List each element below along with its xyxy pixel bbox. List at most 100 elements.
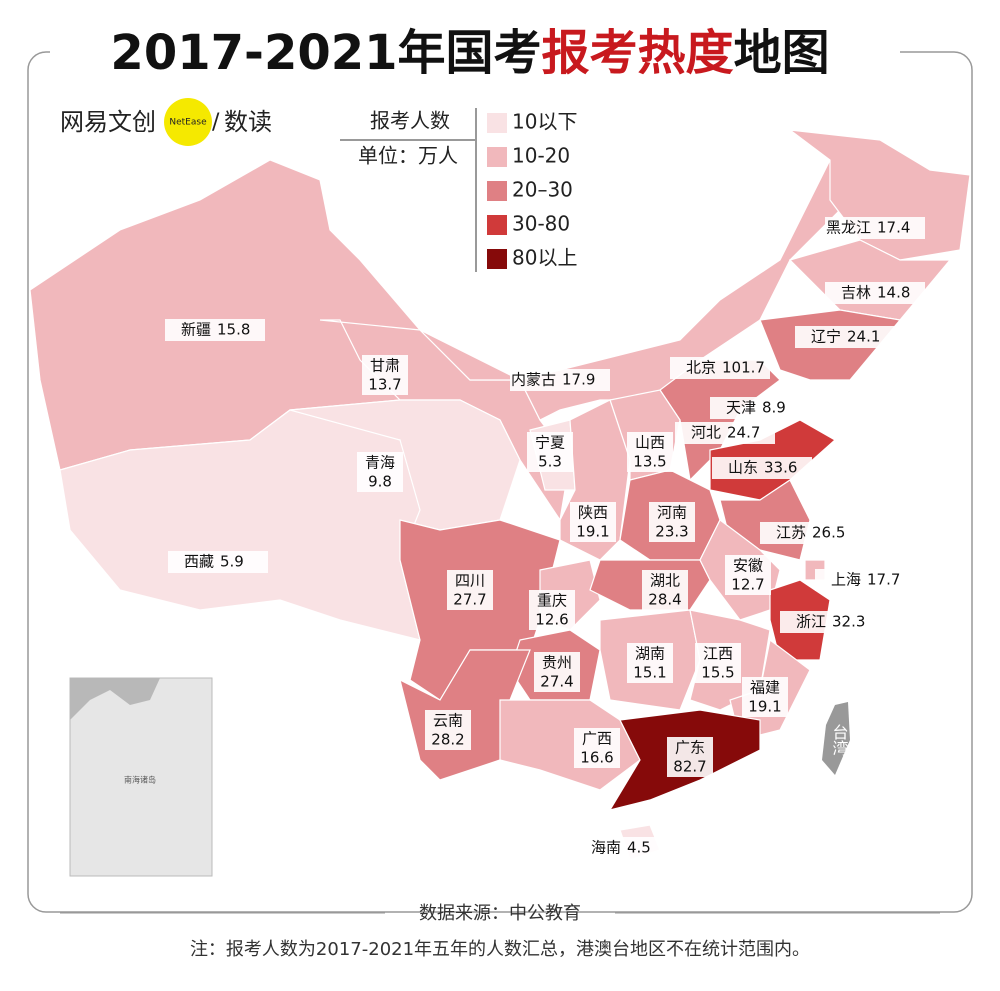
region-name: 安徽 [733, 557, 763, 575]
region-name: 辽宁 [811, 328, 841, 346]
logo-sub: 数读 [224, 108, 272, 136]
legend-swatch [487, 249, 507, 269]
region-value: 15.5 [701, 664, 734, 682]
legend-unit: 单位：万人 [358, 144, 458, 168]
legend-swatch [487, 147, 507, 167]
region-value: 82.7 [673, 758, 706, 776]
legend-label: 10以下 [512, 110, 577, 134]
region-name: 广西 [582, 730, 612, 748]
region-name: 北京 [686, 359, 716, 377]
label-bg [510, 369, 610, 391]
region-value: 24.1 [847, 328, 880, 346]
region-value: 24.7 [727, 424, 760, 442]
region-value: 12.7 [731, 576, 764, 594]
region-value: 23.3 [655, 523, 688, 541]
inset-label: 南海诸岛 [124, 775, 156, 785]
region-value: 17.9 [562, 371, 595, 389]
region-name: 上海 [831, 571, 861, 589]
label-bg [570, 502, 616, 542]
label-bg [649, 502, 695, 542]
label-bg [712, 457, 812, 479]
label-bg [627, 643, 673, 683]
legend-swatch [487, 181, 507, 201]
region-name: 湖北 [650, 572, 680, 590]
region-name: 新疆 [181, 321, 211, 339]
region-name: 陕西 [578, 504, 608, 522]
legend-label: 30-80 [512, 212, 570, 236]
region-name: 青海 [365, 454, 395, 472]
region-value: 4.5 [627, 839, 651, 857]
region-value: 17.7 [867, 571, 900, 589]
legend-swatch [487, 215, 507, 235]
region-name: 云南 [433, 712, 463, 730]
region-name: 山西 [635, 434, 665, 452]
legend-label: 80以上 [512, 246, 577, 270]
region-name: 河北 [691, 424, 721, 442]
region-value: 32.3 [832, 613, 865, 631]
region-value: 33.6 [764, 459, 797, 477]
region-value: 28.2 [431, 731, 464, 749]
region-name: 宁夏 [535, 434, 565, 452]
label-bg [362, 355, 408, 395]
region-name: 山东 [728, 459, 758, 477]
label-bg [447, 570, 493, 610]
label-bg [815, 569, 915, 591]
region-value: 19.1 [576, 523, 609, 541]
label-bg [742, 677, 788, 717]
label-bg [425, 710, 471, 750]
region-value: 17.4 [877, 219, 910, 237]
region-value: 9.8 [368, 473, 392, 491]
region-value: 19.1 [748, 698, 781, 716]
label-bg [825, 282, 925, 304]
label-bg [695, 643, 741, 683]
region-value: 13.7 [368, 376, 401, 394]
region-value: 13.5 [633, 453, 666, 471]
label-bg [675, 422, 775, 444]
region-name: 重庆 [537, 592, 567, 610]
region-value: 15.1 [633, 664, 666, 682]
taiwan-label: 台湾 [830, 724, 849, 756]
region-value: 14.8 [877, 284, 910, 302]
label-bg [710, 397, 810, 419]
legend-title: 报考人数 [370, 109, 450, 133]
note: 注：报考人数为2017-2021年五年的人数汇总，港澳台地区不在统计范围内。 [190, 939, 810, 960]
label-bg [667, 737, 713, 777]
label-bg [627, 432, 673, 472]
label-bg [534, 652, 580, 692]
region-name: 内蒙古 [511, 371, 556, 389]
region-value: 12.6 [535, 611, 568, 629]
region-value: 27.4 [540, 673, 573, 691]
legend-label: 20–30 [512, 178, 573, 202]
region-name: 西藏 [184, 553, 214, 571]
title: 2017-2021年国考报考热度地图 [110, 25, 829, 81]
region-value: 27.7 [453, 591, 486, 609]
legend-swatch [487, 113, 507, 133]
label-bg [527, 432, 573, 472]
region-value: 5.9 [220, 553, 244, 571]
region-name: 贵州 [542, 654, 572, 672]
region-name: 吉林 [841, 284, 871, 302]
label-bg [825, 217, 925, 239]
logo-badge-text: NetEase [169, 118, 207, 128]
label-bg [795, 326, 895, 348]
title-bg [50, 20, 900, 90]
label-bg [357, 452, 403, 492]
label-bg [780, 611, 880, 633]
logo-slash: / [212, 110, 220, 135]
region-name: 甘肃 [370, 357, 400, 375]
region-value: 5.3 [538, 453, 562, 471]
label-bg [725, 555, 771, 595]
label-bg [760, 522, 860, 544]
inset: 南海诸岛 [69, 677, 213, 877]
label-bg [529, 590, 575, 630]
region-name: 河南 [657, 504, 687, 522]
region-value: 8.9 [762, 399, 786, 417]
region-name: 福建 [750, 679, 780, 697]
label-bg [575, 837, 675, 859]
region-name: 海南 [591, 839, 621, 857]
label-bg [165, 319, 265, 341]
legend-label: 10-20 [512, 144, 570, 168]
region-name: 江西 [703, 645, 733, 663]
label-bg [670, 357, 770, 379]
